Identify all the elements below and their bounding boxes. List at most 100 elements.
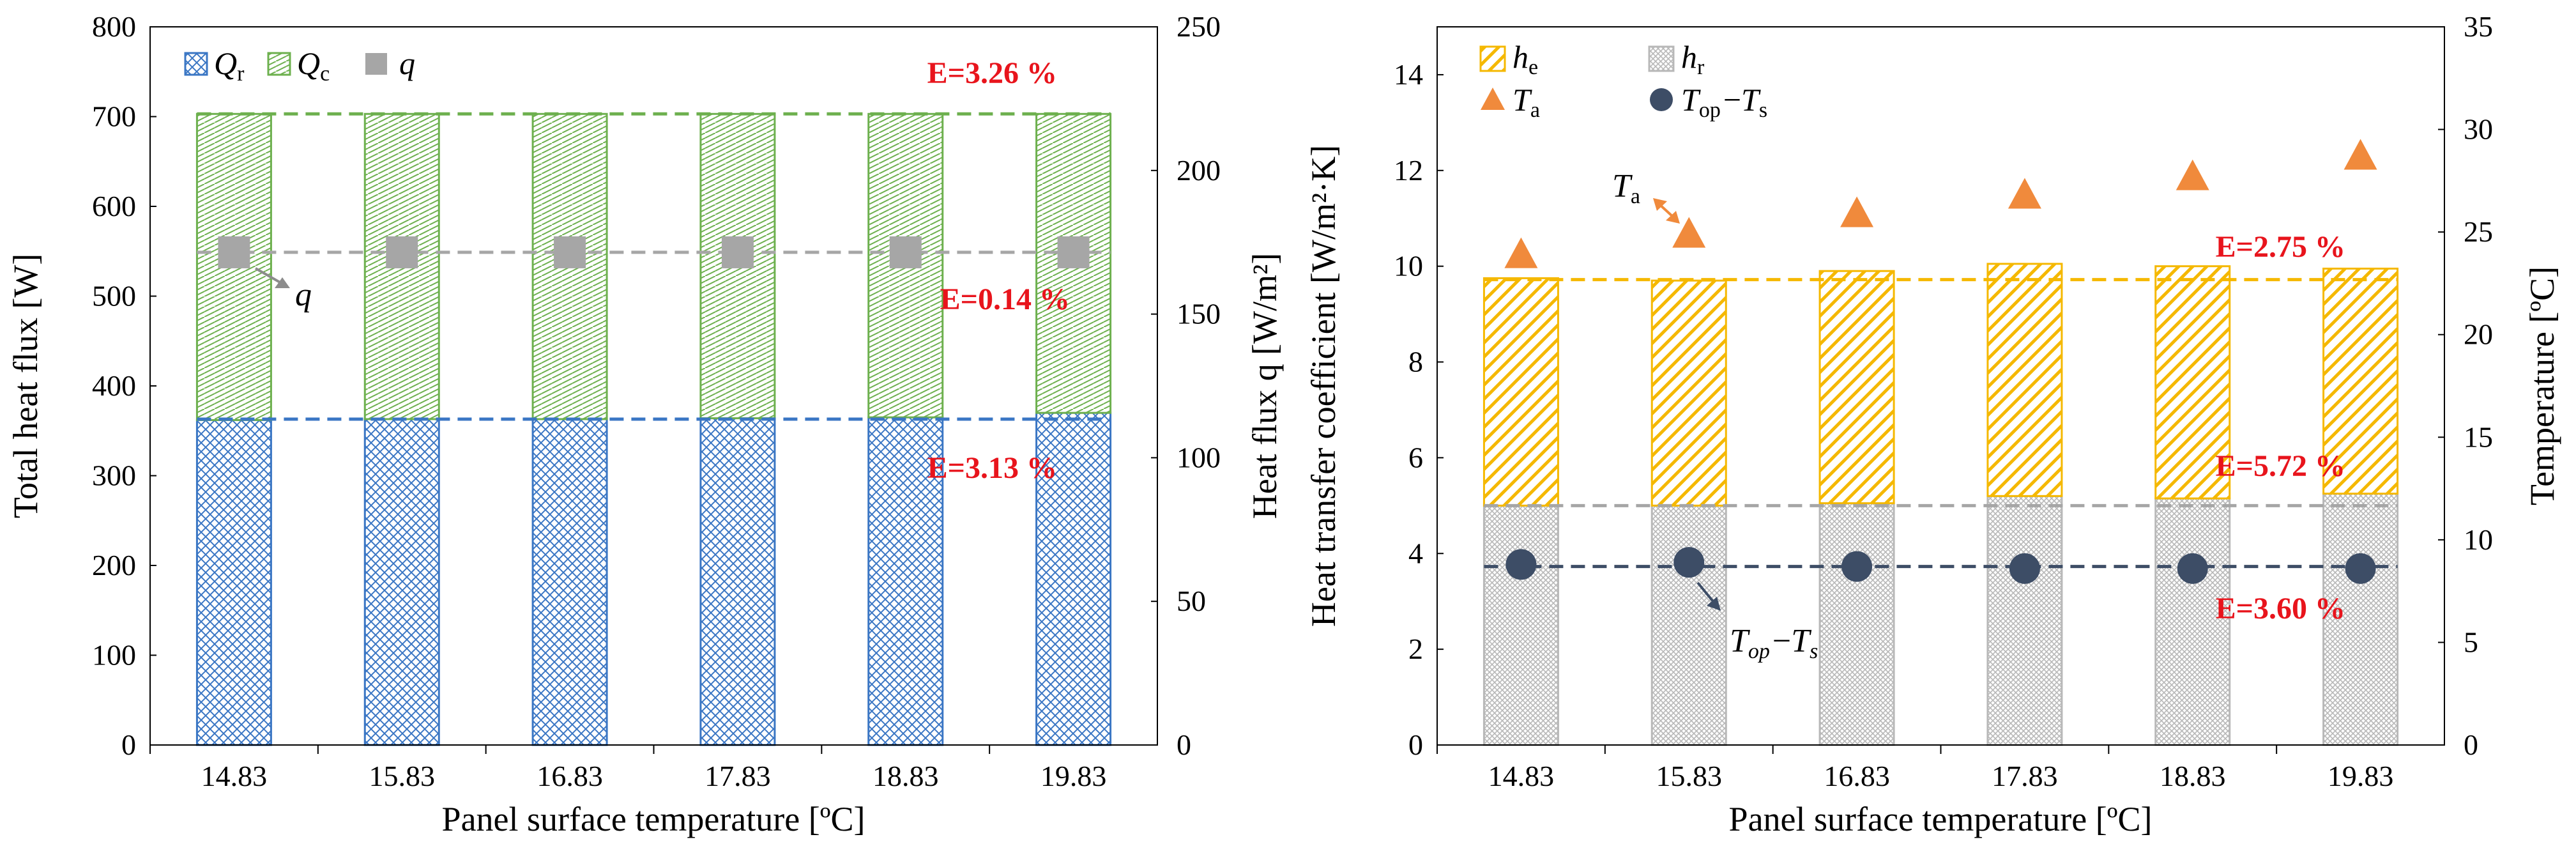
heat-flux-legend: Qr Qc q [184, 45, 415, 86]
x-tick-label: 19.83 [1040, 760, 1107, 792]
x-tick-label: 15.83 [1656, 760, 1723, 792]
legend-label-hr: hr [1681, 39, 1705, 79]
bar-hr-4 [2154, 497, 2231, 746]
y-left-tick-label: 14 [1394, 58, 1423, 91]
y-left-tick-label: 4 [1408, 537, 1423, 569]
htc-y-right-title: Temperature [ºC] [2523, 266, 2561, 505]
bar-hr-1 [1650, 504, 1727, 746]
bar-he-1 [1650, 279, 1727, 507]
y-right-tick-label: 35 [2464, 10, 2493, 43]
y-right-tick-label: 0 [1177, 728, 1191, 761]
marker-q-5 [1057, 236, 1090, 268]
htc-chart: 0 2 4 6 8 10 12 14 0 5 10 15 20 25 30 35 14.83 15.83 16.… [1304, 10, 2561, 838]
marker-ta-0 [1504, 237, 1538, 268]
y-left-tick-label: 12 [1394, 154, 1423, 187]
q-annotation-arrow [255, 267, 283, 285]
ta-annotation-arrowhead-start [1653, 198, 1667, 211]
marker-ta-1 [1672, 217, 1706, 248]
htc-legend: he hr Ta Top−Ts [1479, 39, 1767, 122]
bar-he-2 [1818, 270, 1895, 505]
htc-plot-frame [1437, 26, 2445, 746]
legend-swatch-he [1479, 45, 1506, 72]
y-right-tick-label: 5 [2464, 626, 2478, 658]
marker-q-1 [386, 236, 418, 268]
legend-swatch-q [365, 53, 387, 75]
y-right-tick-label: 25 [2464, 215, 2493, 248]
htc-markers [1504, 139, 2377, 584]
y-left-tick-label: 300 [92, 459, 136, 492]
htc-bars [1482, 263, 2399, 746]
marker-topts-1 [1673, 547, 1705, 578]
y-left-tick-label: 8 [1408, 346, 1423, 378]
htc-error-he: E=2.75 % [2216, 230, 2345, 264]
legend-swatch-hr [1648, 45, 1675, 72]
bar-qr-3 [699, 417, 776, 746]
bar-hr-3 [1986, 495, 2063, 746]
marker-topts-2 [1841, 551, 1873, 582]
x-tick-label: 14.83 [201, 760, 268, 792]
x-tick-label: 17.83 [1992, 760, 2058, 792]
bar-qc-5 [1035, 112, 1112, 414]
marker-topts-0 [1505, 549, 1537, 580]
y-left-tick-label: 700 [92, 100, 136, 133]
y-left-tick-label: 500 [92, 280, 136, 312]
ta-annotation-label: Ta [1612, 168, 1640, 208]
htc-y-title: Heat transfer coefficient [W/m²·K] [1304, 145, 1343, 627]
y-left-tick-label: 6 [1408, 441, 1423, 473]
bar-hr-5 [2322, 493, 2399, 746]
bar-he-5 [2322, 267, 2399, 495]
bar-he-0 [1482, 277, 1559, 507]
legend-label-he: he [1513, 39, 1538, 79]
legend-label-qc: Qc [297, 45, 330, 86]
top-annotation-label: Top−Ts [1730, 623, 1818, 663]
y-right-tick-label: 50 [1177, 585, 1206, 617]
y-left-tick-label: 0 [1408, 728, 1423, 761]
y-right-tick-label: 15 [2464, 420, 2493, 453]
legend-swatch-qc [267, 52, 291, 76]
htc-left-ticks: 0 2 4 6 8 10 12 14 [1394, 58, 1444, 761]
marker-ta-5 [2344, 139, 2377, 170]
bar-he-4 [2154, 265, 2231, 500]
htc-right-ticks: 0 5 10 15 20 25 30 35 [2438, 10, 2493, 761]
heat-flux-x-ticks: 14.83 15.83 16.83 17.83 18.83 19.83 [149, 745, 1107, 792]
y-left-tick-label: 10 [1394, 250, 1423, 282]
q-annotation-label: q [295, 277, 312, 313]
y-left-tick-label: 100 [92, 639, 136, 672]
bar-hr-2 [1818, 502, 1895, 746]
heat-flux-y-title: Total heat flux [W] [6, 254, 45, 519]
heat-flux-x-title: Panel surface temperature [ºC] [442, 800, 865, 838]
heat-flux-reference-lines [197, 112, 1111, 421]
y-right-tick-label: 200 [1177, 154, 1221, 187]
htc-error-hr: E=5.72 % [2216, 449, 2345, 483]
x-tick-label: 16.83 [1824, 760, 1890, 792]
y-right-tick-label: 0 [2464, 728, 2478, 761]
q-annotation-arrowhead [275, 277, 290, 288]
htc-reference-lines [1484, 278, 2398, 569]
bar-qr-1 [363, 418, 440, 746]
ta-annotation-arrowhead-end [1666, 211, 1680, 224]
legend-label-ta: Ta [1513, 82, 1540, 122]
heat-flux-y-right-title: Heat flux q [W/m²] [1246, 253, 1284, 519]
marker-q-3 [721, 236, 754, 268]
top-annotation-arrowhead [1707, 597, 1721, 611]
marker-topts-5 [2345, 553, 2376, 584]
heat-flux-q-markers [218, 236, 1090, 268]
y-right-tick-label: 150 [1177, 298, 1221, 330]
y-right-tick-label: 10 [2464, 523, 2493, 556]
y-left-tick-label: 600 [92, 190, 136, 222]
legend-label-qr: Qr [214, 45, 245, 86]
legend-swatch-ta [1481, 88, 1505, 110]
bar-qr-0 [195, 418, 272, 746]
htc-error-top: E=3.60 % [2216, 592, 2345, 626]
y-right-tick-label: 100 [1177, 441, 1221, 473]
marker-ta-3 [2008, 178, 2041, 209]
y-left-tick-label: 200 [92, 549, 136, 581]
y-left-tick-label: 800 [92, 10, 136, 43]
heat-flux-chart: 0 100 200 300 400 500 600 700 800 0 50 100 150 200 25… [6, 10, 1284, 838]
marker-ta-2 [1840, 196, 1874, 227]
heat-flux-left-ticks: 0 100 200 300 400 500 600 700 800 [92, 10, 156, 761]
y-left-tick-label: 0 [121, 728, 136, 761]
x-tick-label: 19.83 [2328, 760, 2394, 792]
y-right-tick-label: 20 [2464, 318, 2493, 351]
